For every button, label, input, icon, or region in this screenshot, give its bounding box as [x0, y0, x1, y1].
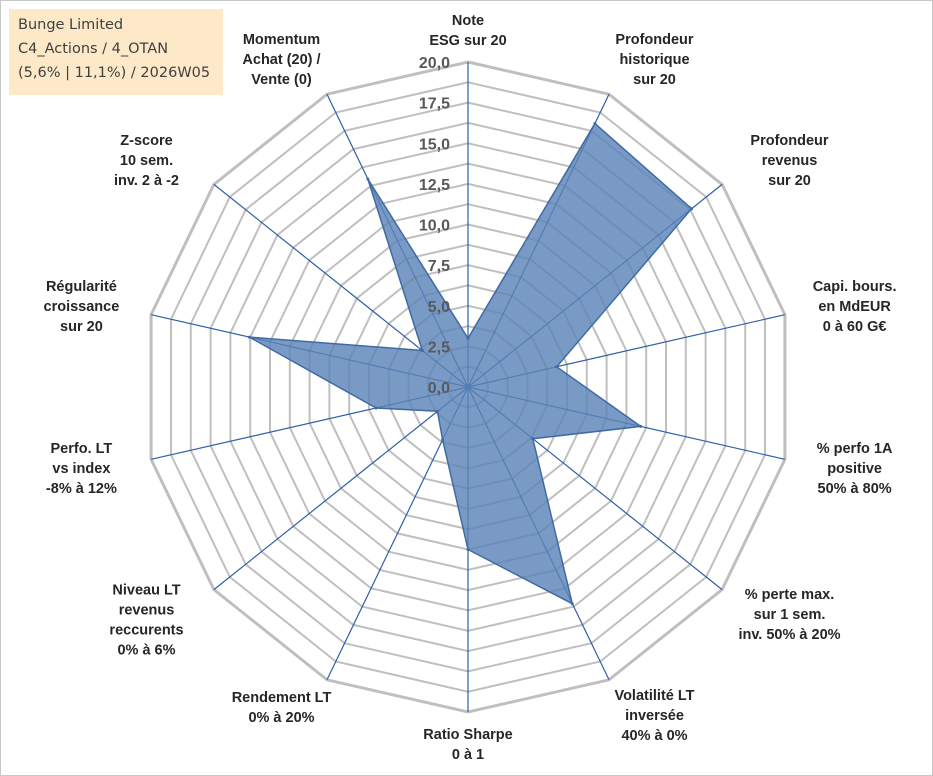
- category-line: C4_Actions / 4_OTAN: [18, 41, 169, 57]
- axis-label: % perfo 1A positive 50% à 80%: [817, 441, 893, 497]
- data-point: [593, 122, 597, 125]
- data-point: [531, 437, 535, 441]
- data-point: [555, 365, 559, 369]
- data-series: [247, 122, 694, 606]
- data-point: [466, 336, 470, 340]
- tick-labels: 0,0 2,5 5,0 7,5 10,0 12,5 15,0 17,5 20,0: [419, 55, 450, 397]
- data-point: [466, 548, 470, 551]
- axis-label: Note ESG sur 20: [429, 13, 506, 49]
- data-point: [247, 335, 251, 339]
- info-box: Bunge Limited C4_Actions / 4_OTAN (5,6% …: [9, 9, 223, 95]
- tick-label: 5,0: [428, 299, 450, 316]
- axis-labels: Note ESG sur 20 Profondeur historique sur 20…: [44, 13, 897, 763]
- stats-line: (5,6% | 11,1%) / 2026W05: [18, 65, 211, 81]
- tick-label: 17,5: [419, 96, 450, 113]
- tick-label: 2,5: [428, 339, 450, 356]
- axis-spoke: [213, 386, 469, 591]
- axis-label: Volatilité LT inversée 40% à 0%: [614, 688, 694, 744]
- axis-label: Momentum Achat (20) / Vente (0): [242, 32, 320, 88]
- tick-label: 7,5: [428, 258, 450, 275]
- data-point: [690, 207, 694, 211]
- axis-label: Ratio Sharpe 0 à 1: [423, 727, 512, 763]
- axis-label: Régularité croissance sur 20: [44, 279, 120, 335]
- axis-label: Rendement LT 0% à 20%: [232, 690, 332, 726]
- axis-label: % perte max. sur 1 sem. inv. 50% à 20%: [738, 587, 840, 643]
- axis-label: Capi. bours. en MdEUR 0 à 60 G€: [813, 279, 897, 335]
- data-point: [374, 406, 378, 410]
- tick-label: 12,5: [419, 177, 450, 194]
- axis-label: Profondeur historique sur 20: [615, 32, 693, 88]
- tick-label: 15,0: [419, 136, 450, 153]
- data-point: [441, 438, 445, 442]
- axis-label: Profondeur revenus sur 20: [750, 133, 828, 189]
- company-name: Bunge Limited: [18, 17, 124, 33]
- tick-label: 20,0: [419, 55, 450, 72]
- axis-label: Niveau LT revenus reccurents 0% à 6%: [109, 583, 183, 659]
- series-area: [248, 122, 693, 605]
- data-point: [436, 409, 439, 413]
- tick-label: 10,0: [419, 218, 450, 235]
- data-point: [570, 602, 574, 606]
- axis-label: Z-score 10 sem. inv. 2 à -2: [114, 133, 179, 189]
- axis-label: Perfo. LT vs index -8% à 12%: [46, 441, 117, 497]
- data-point: [420, 349, 424, 352]
- tick-label: 0,0: [428, 380, 450, 397]
- data-point: [366, 177, 370, 181]
- data-point: [639, 424, 643, 428]
